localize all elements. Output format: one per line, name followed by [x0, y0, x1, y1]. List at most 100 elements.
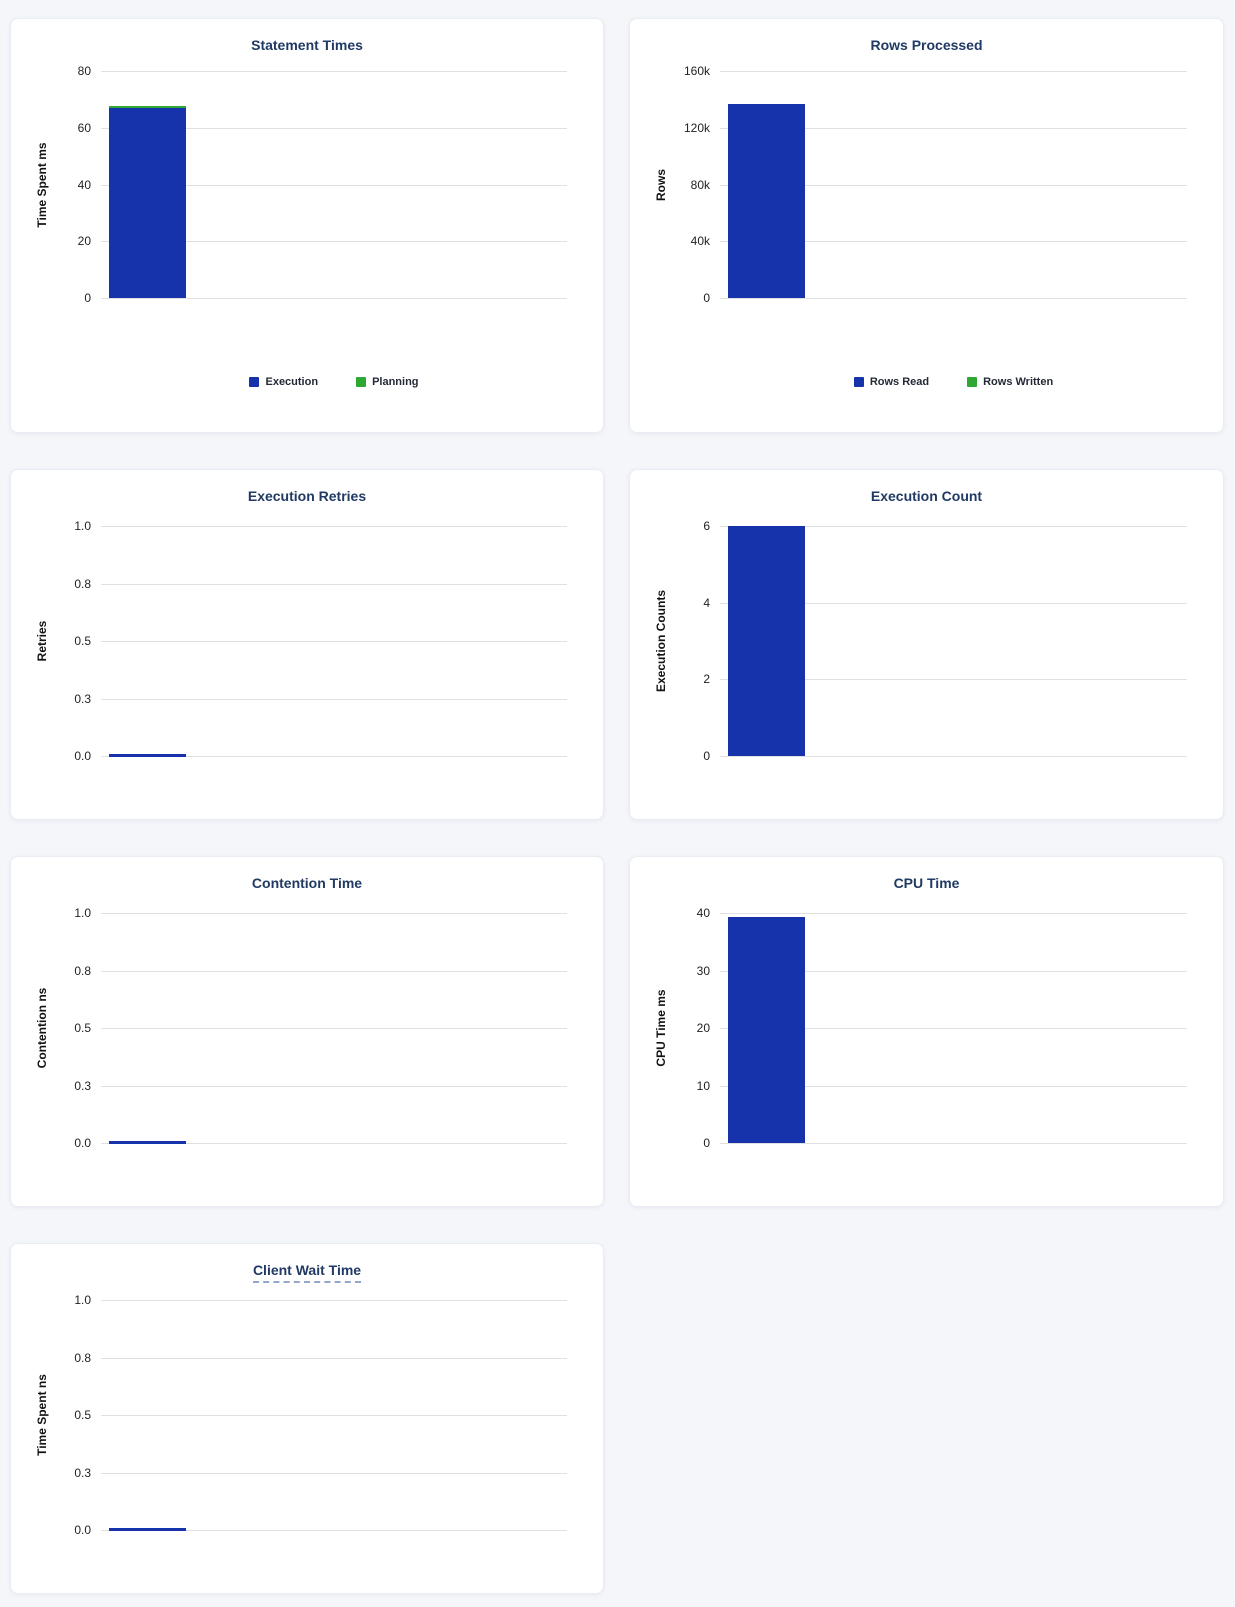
- plot-area: Rows 160k 120k 80k 40k 0: [654, 64, 1187, 305]
- y-tick-label: 0.0: [74, 1523, 91, 1537]
- chart-title-row: Statement Times: [11, 19, 603, 55]
- chart-title: Execution Count: [870, 488, 983, 504]
- chart-legend: Rows Read Rows Written: [720, 376, 1187, 388]
- y-tick-label: 20: [77, 234, 91, 249]
- y-tick-label: 1.0: [74, 906, 91, 920]
- bar-rows-read[interactable]: [728, 71, 805, 298]
- plot-area: Time Spent ns 1.0 0.8 0.5 0.3 0.0: [35, 1293, 567, 1537]
- gridline: [101, 1085, 567, 1087]
- gridline: [101, 127, 567, 129]
- plot-area: Contention ns 1.0 0.8 0.5 0.3 0.0: [35, 906, 567, 1150]
- y-tick-label: 10: [696, 1078, 710, 1093]
- y-tick-label: 6: [703, 519, 710, 533]
- chart-title[interactable]: Client Wait Time: [252, 1261, 362, 1283]
- legend-item-rows-read: Rows Read: [853, 376, 929, 388]
- chart-title: Contention Time: [251, 875, 363, 891]
- y-tick-label: 160k: [683, 64, 710, 78]
- gridline: [720, 71, 1187, 72]
- gridline: [720, 602, 1187, 604]
- gridline: [101, 1300, 567, 1301]
- y-tick-label: 0.8: [74, 1350, 91, 1365]
- legend-item-planning: Planning: [356, 376, 419, 388]
- y-tick-label: 0.3: [74, 1078, 91, 1093]
- gridline: [720, 1028, 1187, 1029]
- y-tick-label: 0.5: [74, 1021, 91, 1035]
- legend-item-execution: Execution: [249, 376, 318, 388]
- y-tick-label: 0: [703, 749, 710, 763]
- y-tick-label: 0: [84, 291, 91, 305]
- chart-title-row: Execution Retries: [11, 470, 603, 506]
- chart-title-row: Execution Count: [630, 470, 1223, 506]
- bar-cpu-time[interactable]: [728, 913, 805, 1143]
- y-tick-label: 0.0: [74, 1136, 91, 1150]
- y-axis-label: Time Spent ns: [35, 1374, 49, 1456]
- gridline: [720, 970, 1187, 972]
- y-tick-label: 0.3: [74, 691, 91, 706]
- y-tick-label: 1.0: [74, 519, 91, 533]
- gridline: [720, 1143, 1187, 1144]
- chart-title: Statement Times: [251, 37, 363, 53]
- gridline: [720, 679, 1187, 681]
- chart-legend: Execution Planning: [101, 376, 567, 388]
- gridline: [101, 913, 567, 914]
- plot-area: CPU Time ms 40 30 20 10 0: [654, 906, 1187, 1150]
- zero-value-bar-contention[interactable]: [109, 1141, 186, 1144]
- zero-value-bar-retries[interactable]: [109, 754, 186, 757]
- gridline: [101, 71, 567, 72]
- y-tick-label: 80: [77, 64, 91, 78]
- gridline: [720, 1085, 1187, 1087]
- zero-value-bar-time-spent[interactable]: [109, 1528, 186, 1531]
- gridline: [101, 1357, 567, 1359]
- gridline: [101, 583, 567, 585]
- gridline: [720, 526, 1187, 527]
- gridline: [101, 184, 567, 186]
- chart-card-cpu-time: CPU Time CPU Time ms 40 30 20 10 0: [629, 856, 1224, 1207]
- chart-title-row: Client Wait Time: [11, 1244, 603, 1283]
- chart-title-row: Rows Processed: [630, 19, 1223, 55]
- y-tick-label: 0.8: [74, 963, 91, 978]
- chart-title: Rows Processed: [870, 37, 983, 53]
- y-tick-label: 20: [696, 1021, 710, 1035]
- gridline: [101, 241, 567, 243]
- legend-swatch-rows-read: [853, 377, 864, 387]
- legend-swatch-execution: [249, 377, 260, 387]
- gridline: [101, 526, 567, 527]
- chart-card-client-wait-time: Client Wait Time Time Spent ns 1.0 0.8 0.5 0.…: [10, 1243, 604, 1594]
- chart-title-row: Contention Time: [11, 857, 603, 893]
- gridline: [101, 298, 567, 299]
- gridline: [720, 913, 1187, 914]
- y-tick-label: 0.3: [74, 1465, 91, 1480]
- y-axis-label: Execution Counts: [654, 589, 668, 693]
- chart-card-rows-processed: Rows Processed Rows 160k 120k 80k 40k 0 Rows Re…: [629, 18, 1224, 433]
- chart-card-statement-times: Statement Times Time Spent ms 80 60 40 20 0 Exe…: [10, 18, 604, 433]
- gridline: [101, 1143, 567, 1144]
- y-tick-label: 60: [77, 120, 91, 135]
- gridline: [720, 241, 1187, 243]
- plot-area: Retries 1.0 0.8 0.5 0.3 0.0: [35, 519, 567, 763]
- plot-area: Execution Counts 6 4 2 0: [654, 519, 1187, 763]
- legend-label: Planning: [372, 376, 419, 388]
- gridline: [101, 1472, 567, 1474]
- y-axis-label: Contention ns: [35, 987, 49, 1069]
- gridline: [101, 698, 567, 700]
- chart-card-contention-time: Contention Time Contention ns 1.0 0.8 0.5 0.3…: [10, 856, 604, 1207]
- bar-segment-execution: [109, 108, 186, 298]
- gridline: [720, 756, 1187, 757]
- y-tick-label: 2: [703, 672, 710, 687]
- bar-segment-cpu-time: [728, 917, 805, 1143]
- bar-segment-planning: [109, 106, 186, 108]
- gridline: [101, 970, 567, 972]
- y-tick-label: 0.0: [74, 749, 91, 763]
- bar-execution-counts[interactable]: [728, 526, 805, 756]
- gridline: [720, 184, 1187, 186]
- gridline: [720, 298, 1187, 299]
- gridline: [101, 1415, 567, 1416]
- y-tick-label: 40k: [690, 234, 710, 249]
- chart-title: CPU Time: [893, 875, 960, 891]
- y-tick-label: 4: [703, 595, 710, 610]
- legend-swatch-rows-written: [967, 377, 978, 387]
- gridline: [101, 1028, 567, 1029]
- bar-execution[interactable]: [109, 71, 186, 298]
- plot-area: Time Spent ms 80 60 40 20 0: [35, 64, 567, 305]
